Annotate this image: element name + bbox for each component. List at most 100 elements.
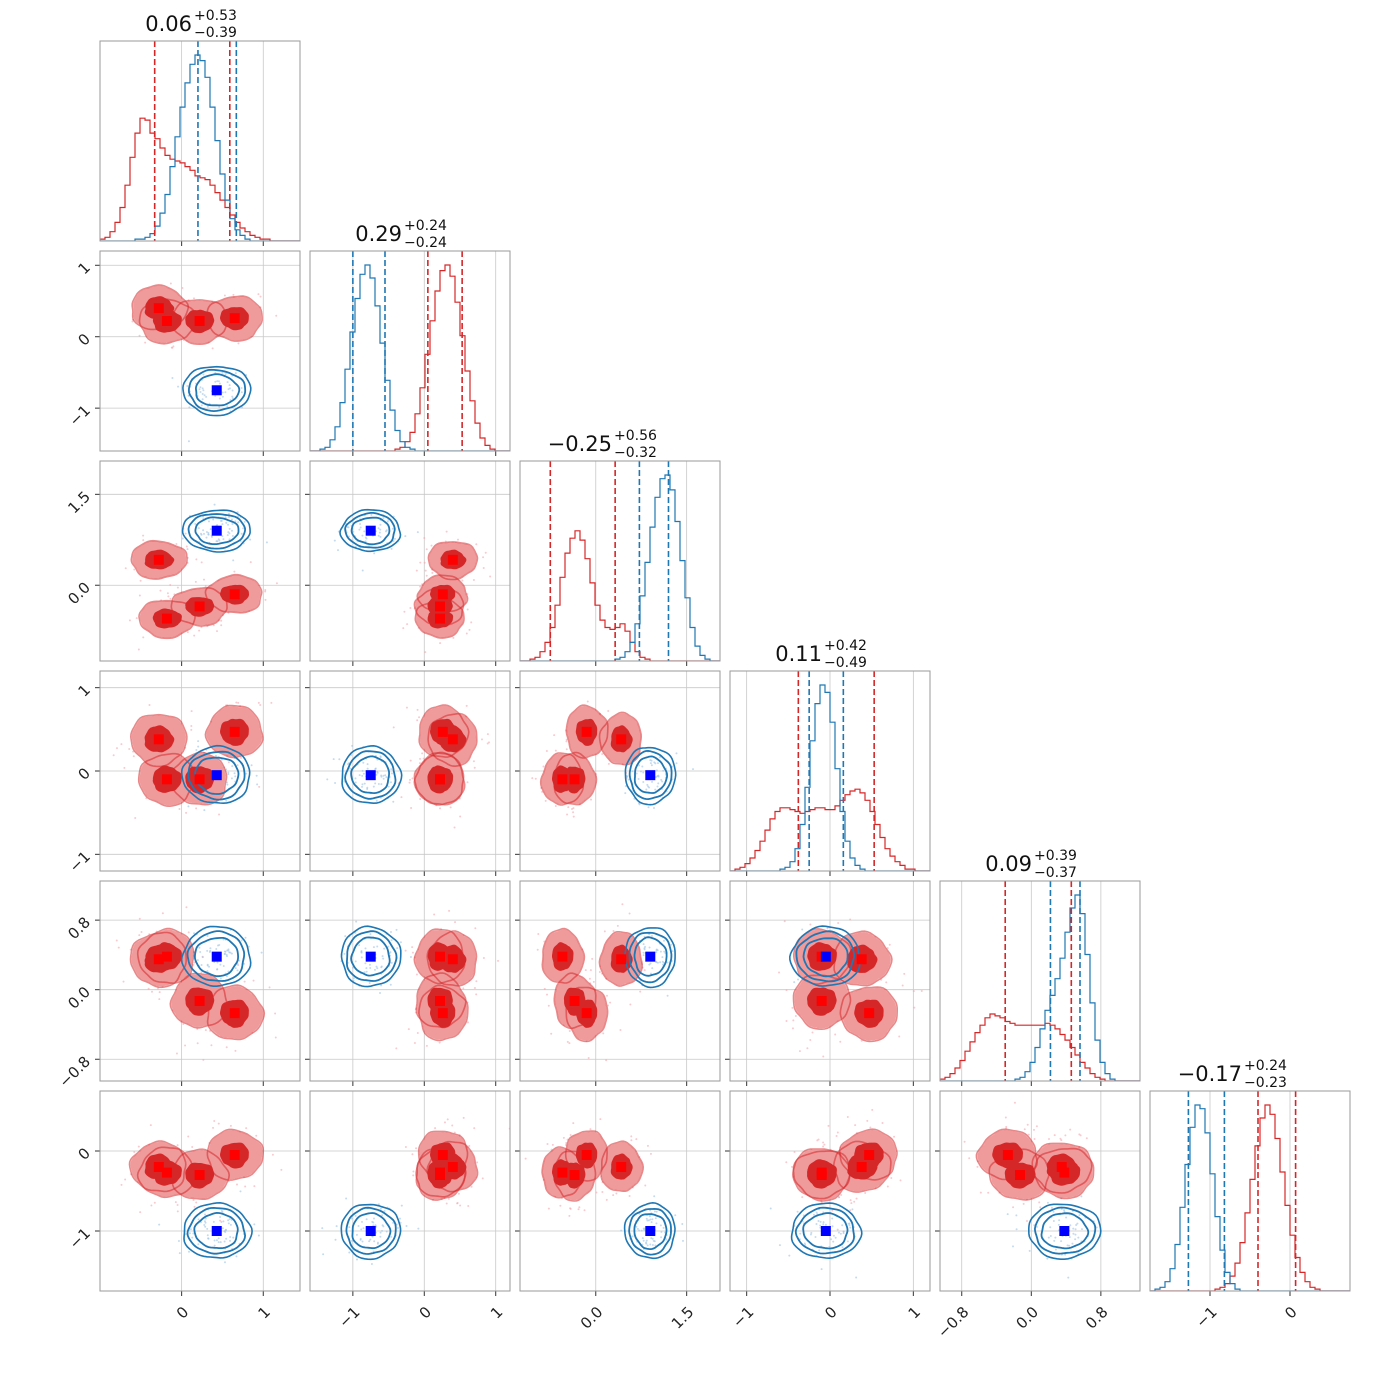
blue-sample-dot [364, 947, 367, 950]
red-mode-marker [581, 1150, 592, 1160]
blue-sample-dot [347, 763, 350, 766]
red-sample-dot [408, 778, 411, 781]
panel-frame [519, 670, 721, 872]
blue-sample-dot [659, 1224, 662, 1227]
blue-sample-dot [371, 1235, 374, 1238]
red-sample-dot [134, 817, 137, 820]
blue-sample-dot [220, 758, 223, 761]
red-sample-dot [258, 785, 261, 788]
red-sample-dot [811, 1031, 814, 1034]
blue-sample-dot [224, 952, 227, 955]
blue-sample-dot [380, 775, 383, 778]
blue-sample-dot [389, 930, 392, 933]
red-sample-dot [1013, 1101, 1016, 1104]
red-sample-dot [133, 1151, 136, 1154]
blue-sample-dot [198, 388, 201, 391]
red-sample-dot [275, 314, 278, 317]
red-sample-dot [912, 990, 915, 993]
panel-5-5: −1 0 [1149, 1090, 1351, 1331]
blue-truth-marker [365, 951, 376, 962]
red-sample-dot [161, 912, 164, 915]
blue-sample-dot [671, 950, 674, 953]
blue-sample-dot [662, 939, 665, 942]
blue-sample-dot [647, 1219, 650, 1222]
red-sample-dot [438, 1041, 441, 1044]
red-sample-dot [482, 957, 485, 960]
red-sample-dot [893, 1135, 896, 1138]
red-sample-dot [537, 932, 540, 935]
blue-sample-dot [226, 381, 229, 384]
blue-sample-dot [1006, 1213, 1009, 1216]
blue-truth-marker [645, 951, 656, 962]
red-sample-dot [615, 1192, 618, 1195]
blue-sample-dot [227, 523, 230, 526]
blue-sample-dot [203, 809, 206, 812]
blue-sample-dot [224, 1229, 227, 1232]
blue-sample-dot [851, 1208, 854, 1211]
blue-sample-dot [361, 569, 364, 572]
x-tick-label: −0.8 [934, 1303, 972, 1341]
panel-title-4: 0.09 +0.39−0.37 [985, 848, 1077, 881]
red-sample-dot [466, 781, 469, 784]
red-sample-dot [572, 811, 575, 814]
red-sample-dot [473, 987, 476, 990]
blue-sample-dot [385, 1230, 388, 1233]
red-sample-dot [543, 987, 546, 990]
red-sample-dot [1033, 1128, 1036, 1131]
blue-sample-dot [186, 548, 189, 551]
blue-sample-dot [1047, 1236, 1050, 1239]
blue-sample-dot [1054, 1248, 1057, 1251]
blue-sample-dot [221, 371, 224, 374]
blue-sample-dot [338, 758, 341, 761]
red-mode-marker [856, 1162, 867, 1172]
blue-contour [350, 516, 391, 546]
blue-sample-dot [641, 1237, 644, 1240]
red-sample-dot [612, 930, 615, 933]
panel-frame [519, 880, 721, 1082]
red-mode-marker [1056, 1162, 1067, 1172]
red-mode-marker [437, 589, 448, 600]
blue-sample-dot [651, 1243, 654, 1246]
red-sample-dot [425, 548, 428, 551]
blue-sample-dot [390, 961, 393, 964]
blue-sample-dot [377, 1203, 380, 1206]
red-sample-dot [227, 761, 230, 764]
blue-sample-dot [345, 1197, 348, 1200]
red-sample-dot [635, 1138, 638, 1141]
blue-sample-dot [662, 769, 665, 772]
blue-sample-dot [335, 1225, 338, 1228]
red-sample-dot [416, 1031, 419, 1034]
blue-truth-marker [645, 1226, 656, 1236]
blue-sample-dot [187, 1250, 190, 1253]
blue-sample-dot [1060, 1240, 1063, 1243]
blue-sample-dot [209, 528, 212, 531]
blue-sample-dot [359, 526, 362, 529]
blue-sample-dot [645, 1217, 648, 1220]
red-mode-marker [161, 1167, 172, 1178]
red-mode-marker [161, 613, 172, 624]
blue-sample-dot [655, 769, 658, 772]
blue-contour [633, 936, 668, 977]
blue-sample-dot [379, 523, 382, 526]
blue-sample-dot [832, 1240, 835, 1243]
blue-sample-dot [369, 966, 372, 969]
blue-sample-dot [392, 800, 395, 803]
red-sample-dot [249, 561, 252, 564]
blue-sample-dot [624, 785, 627, 788]
red-sample-dot [587, 1057, 590, 1060]
blue-sample-dot [395, 928, 398, 931]
blue-sample-dot [255, 774, 258, 777]
red-sample-dot [1004, 1116, 1007, 1119]
y-tick-label: −1 [66, 401, 94, 429]
blue-sample-dot [227, 771, 230, 774]
blue-sample-dot [375, 799, 378, 802]
blue-sample-dot [231, 522, 234, 525]
title-upper-error: +0.24 [404, 218, 447, 234]
blue-sample-dot [358, 528, 361, 531]
blue-sample-dot [228, 1218, 231, 1221]
blue-sample-dot [199, 951, 202, 954]
red-mode-marker [194, 1170, 205, 1180]
red-sample-dot [138, 917, 141, 920]
blue-sample-dot [383, 947, 386, 950]
red-sample-dot [866, 1119, 869, 1122]
